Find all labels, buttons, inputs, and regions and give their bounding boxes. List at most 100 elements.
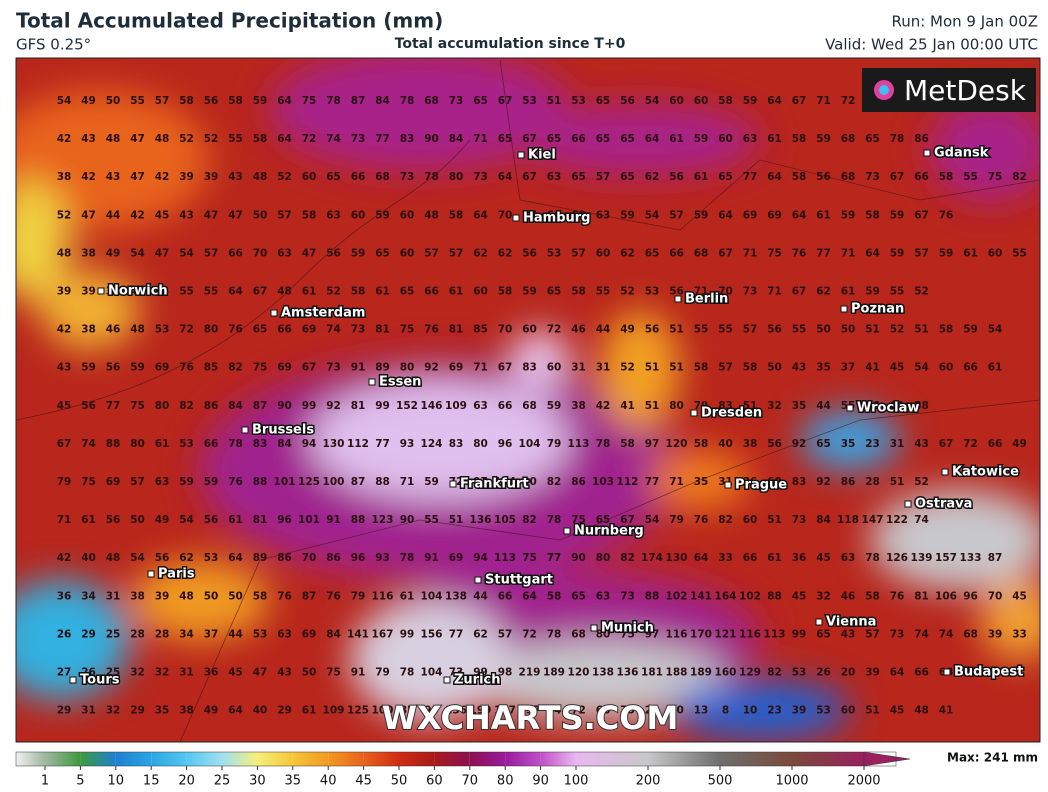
grid-value: 65 [547,286,562,298]
grid-value: 74 [81,438,96,450]
grid-value: 54 [645,95,660,107]
city-marker [147,570,155,578]
grid-value: 73 [326,362,341,374]
grid-value: 66 [424,286,439,298]
grid-value: 61 [890,400,905,412]
grid-value: 42 [57,552,72,564]
grid-value: 72 [841,95,856,107]
grid-value: 61 [669,133,684,145]
grid-value: 64 [473,209,488,221]
grid-value: 59 [694,209,709,221]
colorbar-arrow [863,751,911,767]
grid-value: 47 [228,209,243,221]
grid-value: 70 [498,324,513,336]
city-marker [368,378,376,386]
grid-value: 98 [498,667,513,679]
grid-value: 43 [57,362,72,374]
city-marker [846,404,854,412]
grid-value: 35 [155,705,170,717]
grid-value: 51 [865,324,880,336]
colorbar-tick-label: 50 [391,774,408,789]
grid-value: 40 [81,552,96,564]
grid-value: 69 [449,552,464,564]
grid-value: 45 [890,705,905,717]
colorbar-segment [648,752,720,766]
grid-value: 71 [694,286,709,298]
grid-value: 73 [792,514,807,526]
city-marker [563,527,571,535]
grid-value: 96 [963,590,978,602]
city-marker [840,305,848,313]
grid-value: 59 [547,400,562,412]
grid-value: 136 [470,514,492,526]
colorbar-segment [792,752,864,766]
grid-value: 61 [449,286,464,298]
grid-value: 93 [375,552,390,564]
grid-value: 63 [743,133,758,145]
colorbar-segment [469,752,506,766]
city-label: Gdansk [934,146,989,161]
grid-value: 130 [323,438,345,450]
city-marker [674,295,682,303]
grid-value: 106 [935,590,957,602]
grid-value: 46 [106,324,121,336]
grid-value: 124 [494,476,516,488]
grid-value: 35 [694,476,709,488]
colorbar-segment [222,752,258,766]
grid-value: 83 [253,438,268,450]
grid-value: 77 [522,209,537,221]
grid-value: 86 [914,133,929,145]
grid-value: 61 [767,133,782,145]
grid-value: 81 [375,324,390,336]
grid-value: 32 [106,286,121,298]
grid-value: 76 [228,324,243,336]
grid-value: 92 [424,362,439,374]
grid-value: 79 [547,438,562,450]
grid-value: 78 [424,171,439,183]
grid-value: 88 [645,590,660,602]
grid-value: 65 [473,95,488,107]
grid-value: 36 [57,590,72,602]
grid-value: 50 [816,324,831,336]
grid-value: 78 [326,95,341,107]
grid-value: 58 [694,438,709,450]
grid-value: 64 [865,247,880,259]
colorbar-tick-label: 1 [41,774,49,789]
max-label: Max: 241 mm [947,751,1038,765]
grid-value: 60 [351,209,366,221]
grid-value: 61 [816,209,831,221]
grid-value: 58 [743,362,758,374]
grid-value: 50 [841,324,856,336]
grid-value: 99 [302,400,317,412]
grid-value: 82 [522,514,537,526]
grid-value: 48 [57,247,72,259]
colorbar-segment [540,752,576,766]
city-label: Dresden [701,406,762,421]
grid-value: 51 [767,514,782,526]
grid-value: 84 [547,705,562,717]
city-label: Tours [80,673,120,688]
grid-value: 66 [498,400,513,412]
grid-value: 31 [890,438,905,450]
grid-value: 64 [718,209,733,221]
grid-value: 63 [596,209,611,221]
grid-value: 65 [571,171,586,183]
grid-value: 52 [620,286,635,298]
grid-value: 38 [743,438,758,450]
grid-value: 62 [645,171,660,183]
grid-value: 56 [326,247,341,259]
watermark: WXCHARTS.COM [382,699,679,737]
grid-value: 55 [718,324,733,336]
colorbar-tick-label: 10 [108,774,125,789]
grid-value: 52 [204,133,219,145]
value-grid: 54 49 50 55 57 58 56 58 59 64 75 78 87 84 78 68 73 65 67 53… [57,95,1027,717]
grid-value: 67 [890,171,905,183]
grid-value: 63 [596,590,611,602]
grid-value: 75 [81,476,96,488]
grid-value: 120 [568,667,590,679]
grid-value: 66 [204,438,219,450]
grid-value: 97 [645,628,660,640]
grid-value: 57 [571,247,586,259]
grid-value: 80 [155,400,170,412]
